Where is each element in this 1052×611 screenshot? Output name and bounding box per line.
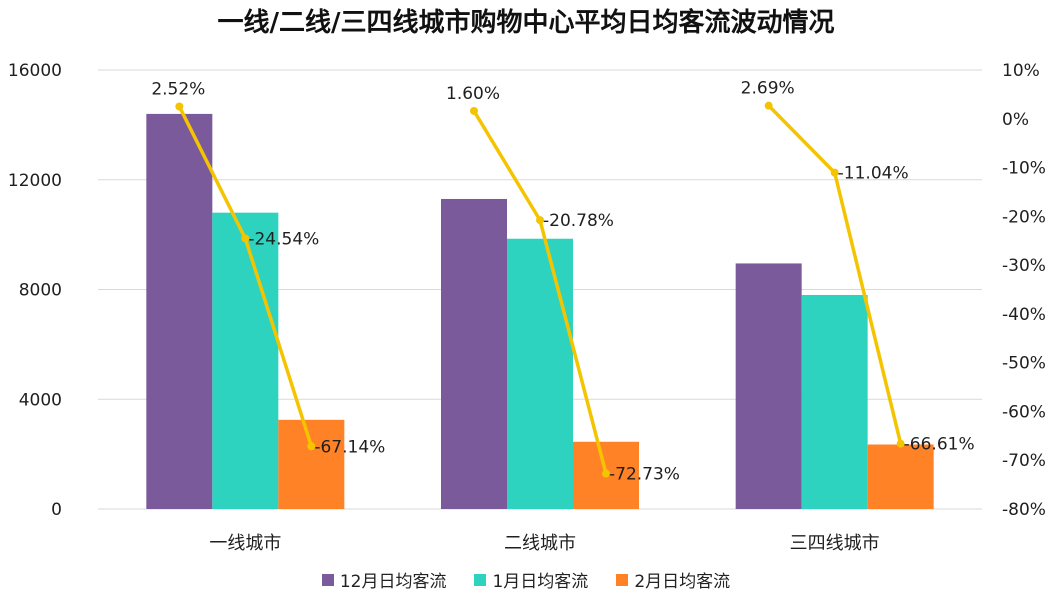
data-label: -20.78%	[543, 211, 614, 231]
legend-swatch-dec	[321, 573, 334, 586]
line-point	[830, 168, 839, 177]
bar	[212, 212, 279, 510]
bar	[278, 419, 345, 509]
line-point	[536, 216, 544, 225]
legend-item-feb: 2月日均客流	[616, 567, 730, 592]
bar	[507, 238, 573, 509]
legend-swatch-jan	[474, 573, 487, 586]
y-left-tick-label: 0	[51, 500, 62, 520]
line-point	[307, 442, 316, 451]
y-left-tick-label: 8000	[19, 281, 62, 301]
legend-item-jan: 1月日均客流	[474, 567, 588, 592]
line-point	[764, 101, 773, 110]
data-label: 2.52%	[151, 79, 205, 99]
data-label: -72.73%	[609, 465, 680, 485]
line-point	[175, 102, 184, 111]
x-tick-label: 二线城市	[504, 533, 576, 554]
y-right-tick-label: -40%	[1002, 305, 1046, 325]
y-right-tick-label: 10%	[1002, 61, 1040, 81]
y-right-tick-label: -30%	[1002, 256, 1046, 276]
bar	[867, 444, 934, 509]
legend-label-jan: 1月日均客流	[492, 572, 589, 592]
y-right-tick-label: -20%	[1002, 207, 1046, 227]
bar	[735, 263, 802, 509]
legend-item-dec: 12月日均客流	[321, 567, 447, 592]
line-point	[241, 234, 250, 243]
y-right-tick-label: 0%	[1002, 110, 1029, 130]
data-label: -24.54%	[248, 229, 319, 249]
legend: 12月日均客流 1月日均客流 2月日均客流	[0, 567, 1052, 592]
bar	[441, 198, 507, 510]
legend-label-feb: 2月日均客流	[634, 572, 731, 592]
legend-swatch-feb	[616, 573, 629, 586]
bar	[801, 294, 868, 509]
y-left-tick-label: 4000	[19, 390, 62, 410]
data-label: -11.04%	[838, 164, 909, 184]
y-right-tick-label: -70%	[1002, 451, 1046, 471]
y-right-tick-label: -80%	[1002, 500, 1046, 520]
chart-title: 一线/二线/三四线城市购物中心平均日均客流波动情况	[217, 8, 835, 38]
data-label: -66.61%	[904, 435, 975, 455]
legend-label-dec: 12月日均客流	[339, 572, 447, 592]
data-label: 1.60%	[446, 84, 500, 104]
y-right-tick-label: -60%	[1002, 402, 1046, 422]
data-label: 2.69%	[741, 79, 795, 99]
data-label: -67.14%	[314, 437, 385, 457]
y-right-tick-label: -10%	[1002, 159, 1046, 179]
line-point	[470, 106, 478, 115]
y-left-tick-label: 16000	[8, 61, 62, 81]
line-point	[602, 469, 610, 478]
x-tick-label: 三四线城市	[790, 533, 880, 554]
x-tick-label: 一线城市	[209, 533, 281, 554]
bar	[146, 113, 213, 510]
y-right-tick-label: -50%	[1002, 354, 1046, 374]
y-left-tick-label: 12000	[8, 171, 62, 191]
line-point	[896, 439, 905, 448]
